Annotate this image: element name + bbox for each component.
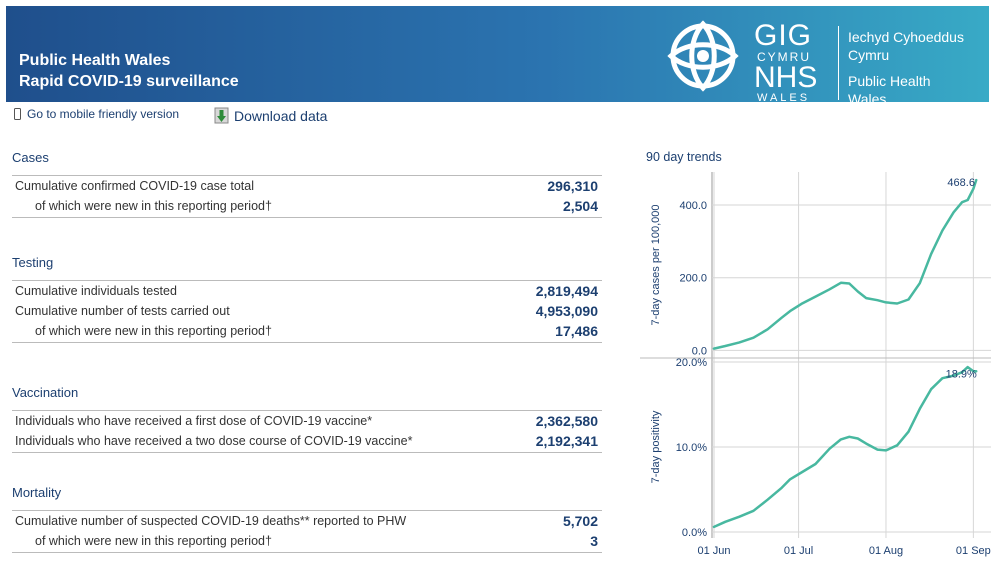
mortality-title: Mortality	[12, 485, 62, 500]
celtic-knot-logo-icon	[667, 20, 739, 92]
mobile-version-link[interactable]: Go to mobile friendly version	[14, 107, 179, 121]
page-title-line2: Rapid COVID-19 surveillance	[19, 73, 239, 90]
cases-section: Cases Cumulative confirmed COVID-19 case…	[12, 150, 602, 218]
header-banner: Public Health Wales Rapid COVID-19 surve…	[6, 6, 990, 107]
row-value: 3	[590, 533, 598, 549]
x-tick-label: 01 Jul	[784, 545, 813, 557]
cases-title: Cases	[12, 150, 49, 165]
testing-title: Testing	[12, 255, 54, 270]
cases-bottom-rule	[12, 217, 602, 218]
row-value: 5,702	[562, 513, 598, 529]
mortality-section: Mortality Cumulative number of suspected…	[12, 485, 602, 553]
row-value: 2,504	[562, 198, 598, 214]
org-name-english-line2: Wales	[848, 91, 887, 107]
mortality-rule	[12, 510, 602, 511]
y-tick-label: 400.0	[679, 200, 707, 212]
trend-charts: 0.0 200.0 400.0 7-day cases per 100,000 468.…	[640, 172, 991, 557]
row-label: Cumulative confirmed COVID-19 case total	[15, 179, 254, 193]
page-title: Public Health Wales Rapid COVID-19 surve…	[19, 50, 239, 92]
x-tick-label: 01 Jun	[697, 545, 730, 557]
testing-row-individuals: Cumulative individuals tested 2,819,494	[15, 282, 600, 302]
y-tick-label: 0.0%	[682, 527, 707, 539]
logo-nhs-text: NHS	[754, 61, 818, 94]
org-name-welsh: Iechyd Cyhoeddus Cymru	[848, 28, 964, 64]
testing-row-new: of which were new in this reporting peri…	[15, 322, 600, 342]
row-value: 2,819,494	[535, 283, 598, 299]
download-icon	[214, 107, 229, 124]
cases-row-new: of which were new in this reporting peri…	[15, 197, 600, 217]
y-axis-title: 7-day cases per 100,000	[650, 204, 662, 325]
logo-wales-text: WALES	[757, 92, 811, 104]
vaccination-title: Vaccination	[12, 385, 79, 400]
row-label: of which were new in this reporting peri…	[35, 534, 272, 548]
vaccination-bottom-rule	[12, 452, 602, 453]
x-tick-label: 01 Aug	[869, 545, 903, 557]
nhs-wales-logo: GIG CYMRU NHS WALES Iechyd Cyhoeddus Cym…	[660, 14, 990, 107]
y-tick-label: 10.0%	[676, 442, 707, 454]
row-label: Cumulative individuals tested	[15, 284, 177, 298]
org-name-english-line1: Public Health	[848, 73, 931, 89]
testing-rule	[12, 280, 602, 281]
end-value-label: 468.6	[947, 177, 975, 189]
mortality-bottom-rule	[12, 552, 602, 553]
org-name-welsh-line2: Cymru	[848, 47, 890, 63]
phone-icon	[14, 108, 21, 120]
mobile-version-label: Go to mobile friendly version	[27, 107, 180, 121]
end-value-label: 18.9%	[946, 368, 977, 380]
row-value: 2,362,580	[535, 413, 598, 429]
vaccination-rule	[12, 410, 602, 411]
vaccination-row-two-dose: Individuals who have received a two dose…	[15, 432, 600, 452]
cases-rule	[12, 175, 602, 176]
download-data-link[interactable]: Download data	[214, 107, 327, 124]
vaccination-row-first-dose: Individuals who have received a first do…	[15, 412, 600, 432]
row-label: Individuals who have received a two dose…	[15, 434, 413, 448]
testing-bottom-rule	[12, 342, 602, 343]
series-line	[712, 365, 978, 529]
page-title-line1: Public Health Wales	[19, 52, 171, 69]
org-name-english: Public Health Wales	[848, 72, 931, 108]
mortality-row-deaths: Cumulative number of suspected COVID-19 …	[15, 512, 600, 532]
row-value: 17,486	[555, 323, 598, 339]
row-label: Individuals who have received a first do…	[15, 414, 373, 428]
logo-cymru-text: CYMRU	[757, 50, 811, 64]
row-label: Cumulative number of suspected COVID-19 …	[15, 514, 407, 528]
mortality-row-new: of which were new in this reporting peri…	[15, 532, 600, 552]
x-tick-label: 01 Sep	[956, 545, 991, 557]
logo-gig-text: GIG	[754, 19, 813, 52]
y-axis-title: 7-day positivity	[650, 410, 662, 483]
download-data-label: Download data	[234, 107, 328, 124]
org-name-welsh-line1: Iechyd Cyhoeddus	[848, 29, 964, 45]
row-label: Cumulative number of tests carried out	[15, 304, 230, 318]
series-line	[712, 178, 978, 350]
logo-divider	[838, 26, 839, 100]
row-label: of which were new in this reporting peri…	[35, 324, 272, 338]
cases-row-total: Cumulative confirmed COVID-19 case total…	[15, 177, 600, 197]
row-value: 4,953,090	[535, 303, 598, 319]
row-label: of which were new in this reporting peri…	[35, 199, 272, 213]
y-tick-label: 0.0	[692, 345, 707, 357]
row-value: 296,310	[547, 178, 598, 194]
testing-row-tests: Cumulative number of tests carried out 4…	[15, 302, 600, 322]
trends-title: 90 day trends	[646, 150, 722, 164]
y-tick-label: 200.0	[679, 273, 707, 285]
row-value: 2,192,341	[535, 433, 598, 449]
y-tick-label: 20.0%	[676, 357, 707, 369]
testing-section: Testing Cumulative individuals tested 2,…	[12, 255, 602, 343]
vaccination-section: Vaccination Individuals who have receive…	[12, 385, 602, 453]
